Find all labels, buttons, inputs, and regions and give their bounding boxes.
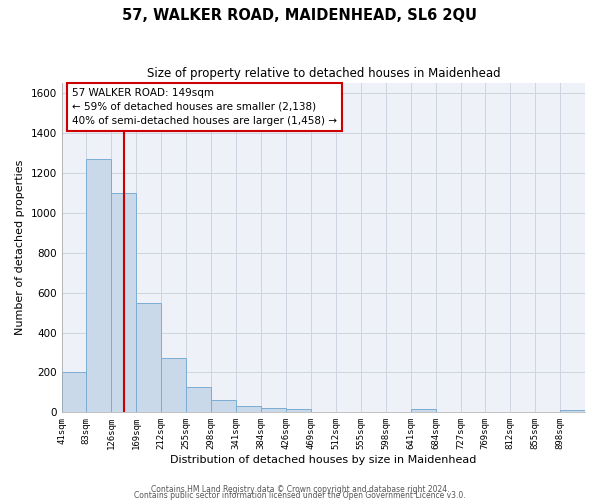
Bar: [286, 410, 311, 412]
Text: Contains HM Land Registry data © Crown copyright and database right 2024.: Contains HM Land Registry data © Crown c…: [151, 486, 449, 494]
Bar: [186, 388, 211, 412]
Bar: [236, 406, 261, 412]
Title: Size of property relative to detached houses in Maidenhead: Size of property relative to detached ho…: [146, 68, 500, 80]
Y-axis label: Number of detached properties: Number of detached properties: [15, 160, 25, 336]
Bar: [111, 193, 136, 412]
Bar: [136, 302, 161, 412]
X-axis label: Distribution of detached houses by size in Maidenhead: Distribution of detached houses by size …: [170, 455, 476, 465]
Text: 57 WALKER ROAD: 149sqm
← 59% of detached houses are smaller (2,138)
40% of semi-: 57 WALKER ROAD: 149sqm ← 59% of detached…: [72, 88, 337, 126]
Bar: [410, 410, 436, 412]
Bar: [261, 408, 286, 412]
Text: 57, WALKER ROAD, MAIDENHEAD, SL6 2QU: 57, WALKER ROAD, MAIDENHEAD, SL6 2QU: [122, 8, 478, 22]
Text: Contains public sector information licensed under the Open Government Licence v3: Contains public sector information licen…: [134, 492, 466, 500]
Bar: [62, 372, 86, 412]
Bar: [211, 400, 236, 412]
Bar: [161, 358, 186, 412]
Bar: [560, 410, 585, 412]
Bar: [86, 159, 111, 412]
